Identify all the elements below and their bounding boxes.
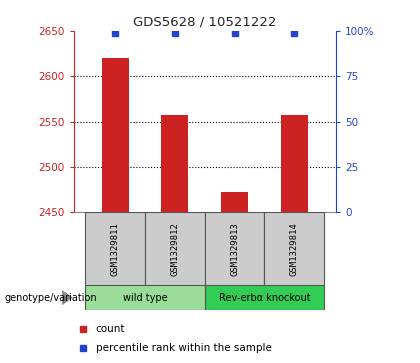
- Text: percentile rank within the sample: percentile rank within the sample: [96, 343, 271, 353]
- Text: GSM1329812: GSM1329812: [171, 222, 179, 276]
- Bar: [205, 285, 324, 310]
- Bar: [162, 115, 188, 212]
- Bar: [265, 212, 324, 285]
- Text: GSM1329813: GSM1329813: [230, 222, 239, 276]
- Text: genotype/variation: genotype/variation: [4, 293, 97, 303]
- Text: GSM1329811: GSM1329811: [111, 222, 120, 276]
- Bar: [281, 115, 308, 212]
- Title: GDS5628 / 10521222: GDS5628 / 10521222: [133, 15, 276, 28]
- Bar: [85, 285, 205, 310]
- Bar: [102, 58, 129, 212]
- Text: GSM1329814: GSM1329814: [290, 222, 299, 276]
- Bar: [205, 212, 265, 285]
- Bar: [85, 212, 145, 285]
- Text: Rev-erbα knockout: Rev-erbα knockout: [218, 293, 310, 303]
- Bar: [221, 192, 248, 212]
- Polygon shape: [62, 290, 73, 305]
- Text: wild type: wild type: [123, 293, 168, 303]
- Text: count: count: [96, 324, 125, 334]
- Bar: [145, 212, 205, 285]
